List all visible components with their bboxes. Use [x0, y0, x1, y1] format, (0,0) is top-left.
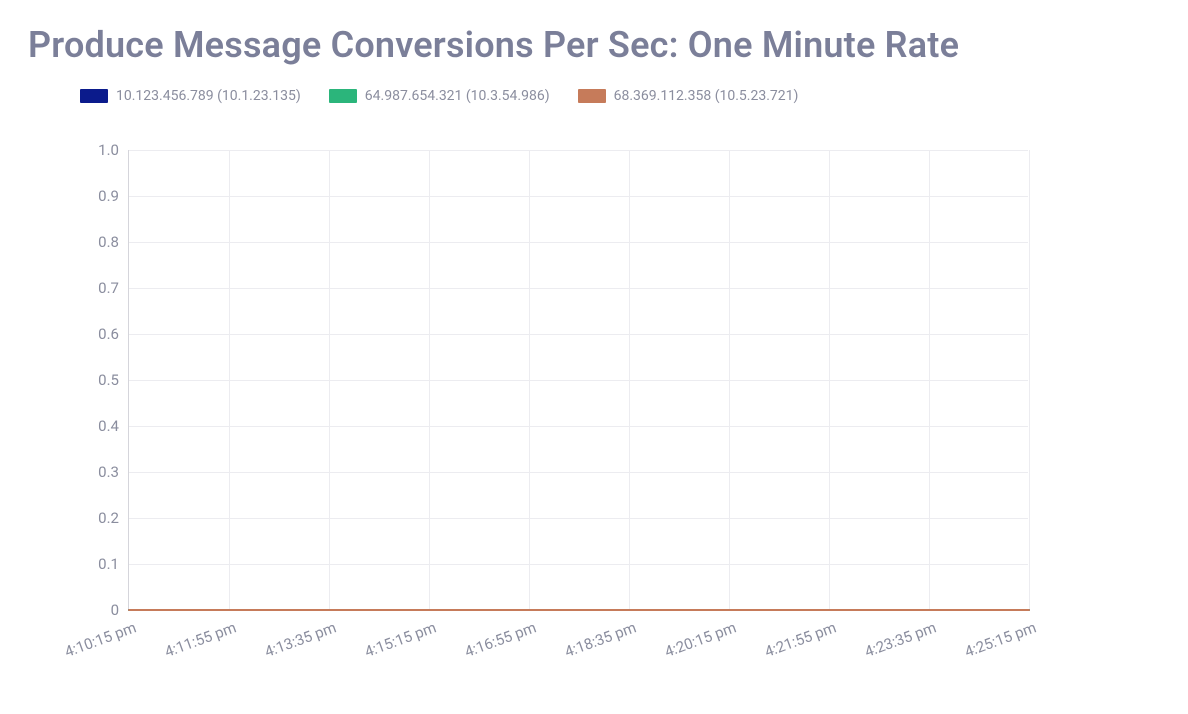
x-tick-label: 4:18:35 pm: [559, 609, 639, 661]
y-tick-label: 0.4: [98, 417, 129, 435]
legend-label-0: 10.123.456.789 (10.1.23.135): [116, 88, 301, 104]
x-tick-label: 4:13:35 pm: [259, 609, 339, 661]
legend-swatch-0: [80, 89, 108, 103]
plot-area[interactable]: 00.10.20.30.40.50.60.70.80.91.04:10:15 p…: [128, 150, 1028, 610]
y-tick-label: 0.6: [98, 325, 129, 343]
x-tick-label: 4:23:35 pm: [859, 609, 939, 661]
y-tick-label: 1.0: [98, 141, 129, 159]
y-tick-label: 0.3: [98, 463, 129, 481]
legend-swatch-1: [329, 89, 357, 103]
plot-wrap: 00.10.20.30.40.50.60.70.80.91.04:10:15 p…: [0, 140, 1188, 700]
legend: 10.123.456.789 (10.1.23.135) 64.987.654.…: [0, 74, 1188, 108]
y-tick-label: 0.1: [98, 555, 129, 573]
legend-item-1[interactable]: 64.987.654.321 (10.3.54.986): [329, 88, 550, 104]
x-tick-label: 4:21:55 pm: [759, 609, 839, 661]
legend-label-2: 68.369.112.358 (10.5.23.721): [614, 88, 799, 104]
y-tick-label: 0.7: [98, 279, 129, 297]
legend-swatch-2: [578, 89, 606, 103]
series-2: [129, 150, 1029, 610]
y-tick-label: 0.5: [98, 371, 129, 389]
legend-item-2[interactable]: 68.369.112.358 (10.5.23.721): [578, 88, 799, 104]
x-tick-label: 4:11:55 pm: [159, 609, 239, 661]
legend-item-0[interactable]: 10.123.456.789 (10.1.23.135): [80, 88, 301, 104]
x-tick-label: 4:10:15 pm: [59, 609, 139, 661]
y-tick-label: 0.2: [98, 509, 129, 527]
legend-label-1: 64.987.654.321 (10.3.54.986): [365, 88, 550, 104]
y-tick-label: 0.9: [98, 187, 129, 205]
x-tick-label: 4:16:55 pm: [459, 609, 539, 661]
y-tick-label: 0.8: [98, 233, 129, 251]
x-tick-label: 4:25:15 pm: [959, 609, 1039, 661]
x-tick-label: 4:20:15 pm: [659, 609, 739, 661]
x-tick-label: 4:15:15 pm: [359, 609, 439, 661]
chart-container: Produce Message Conversions Per Sec: One…: [0, 0, 1188, 714]
chart-title: Produce Message Conversions Per Sec: One…: [0, 0, 1188, 74]
grid-v: [1029, 150, 1030, 609]
